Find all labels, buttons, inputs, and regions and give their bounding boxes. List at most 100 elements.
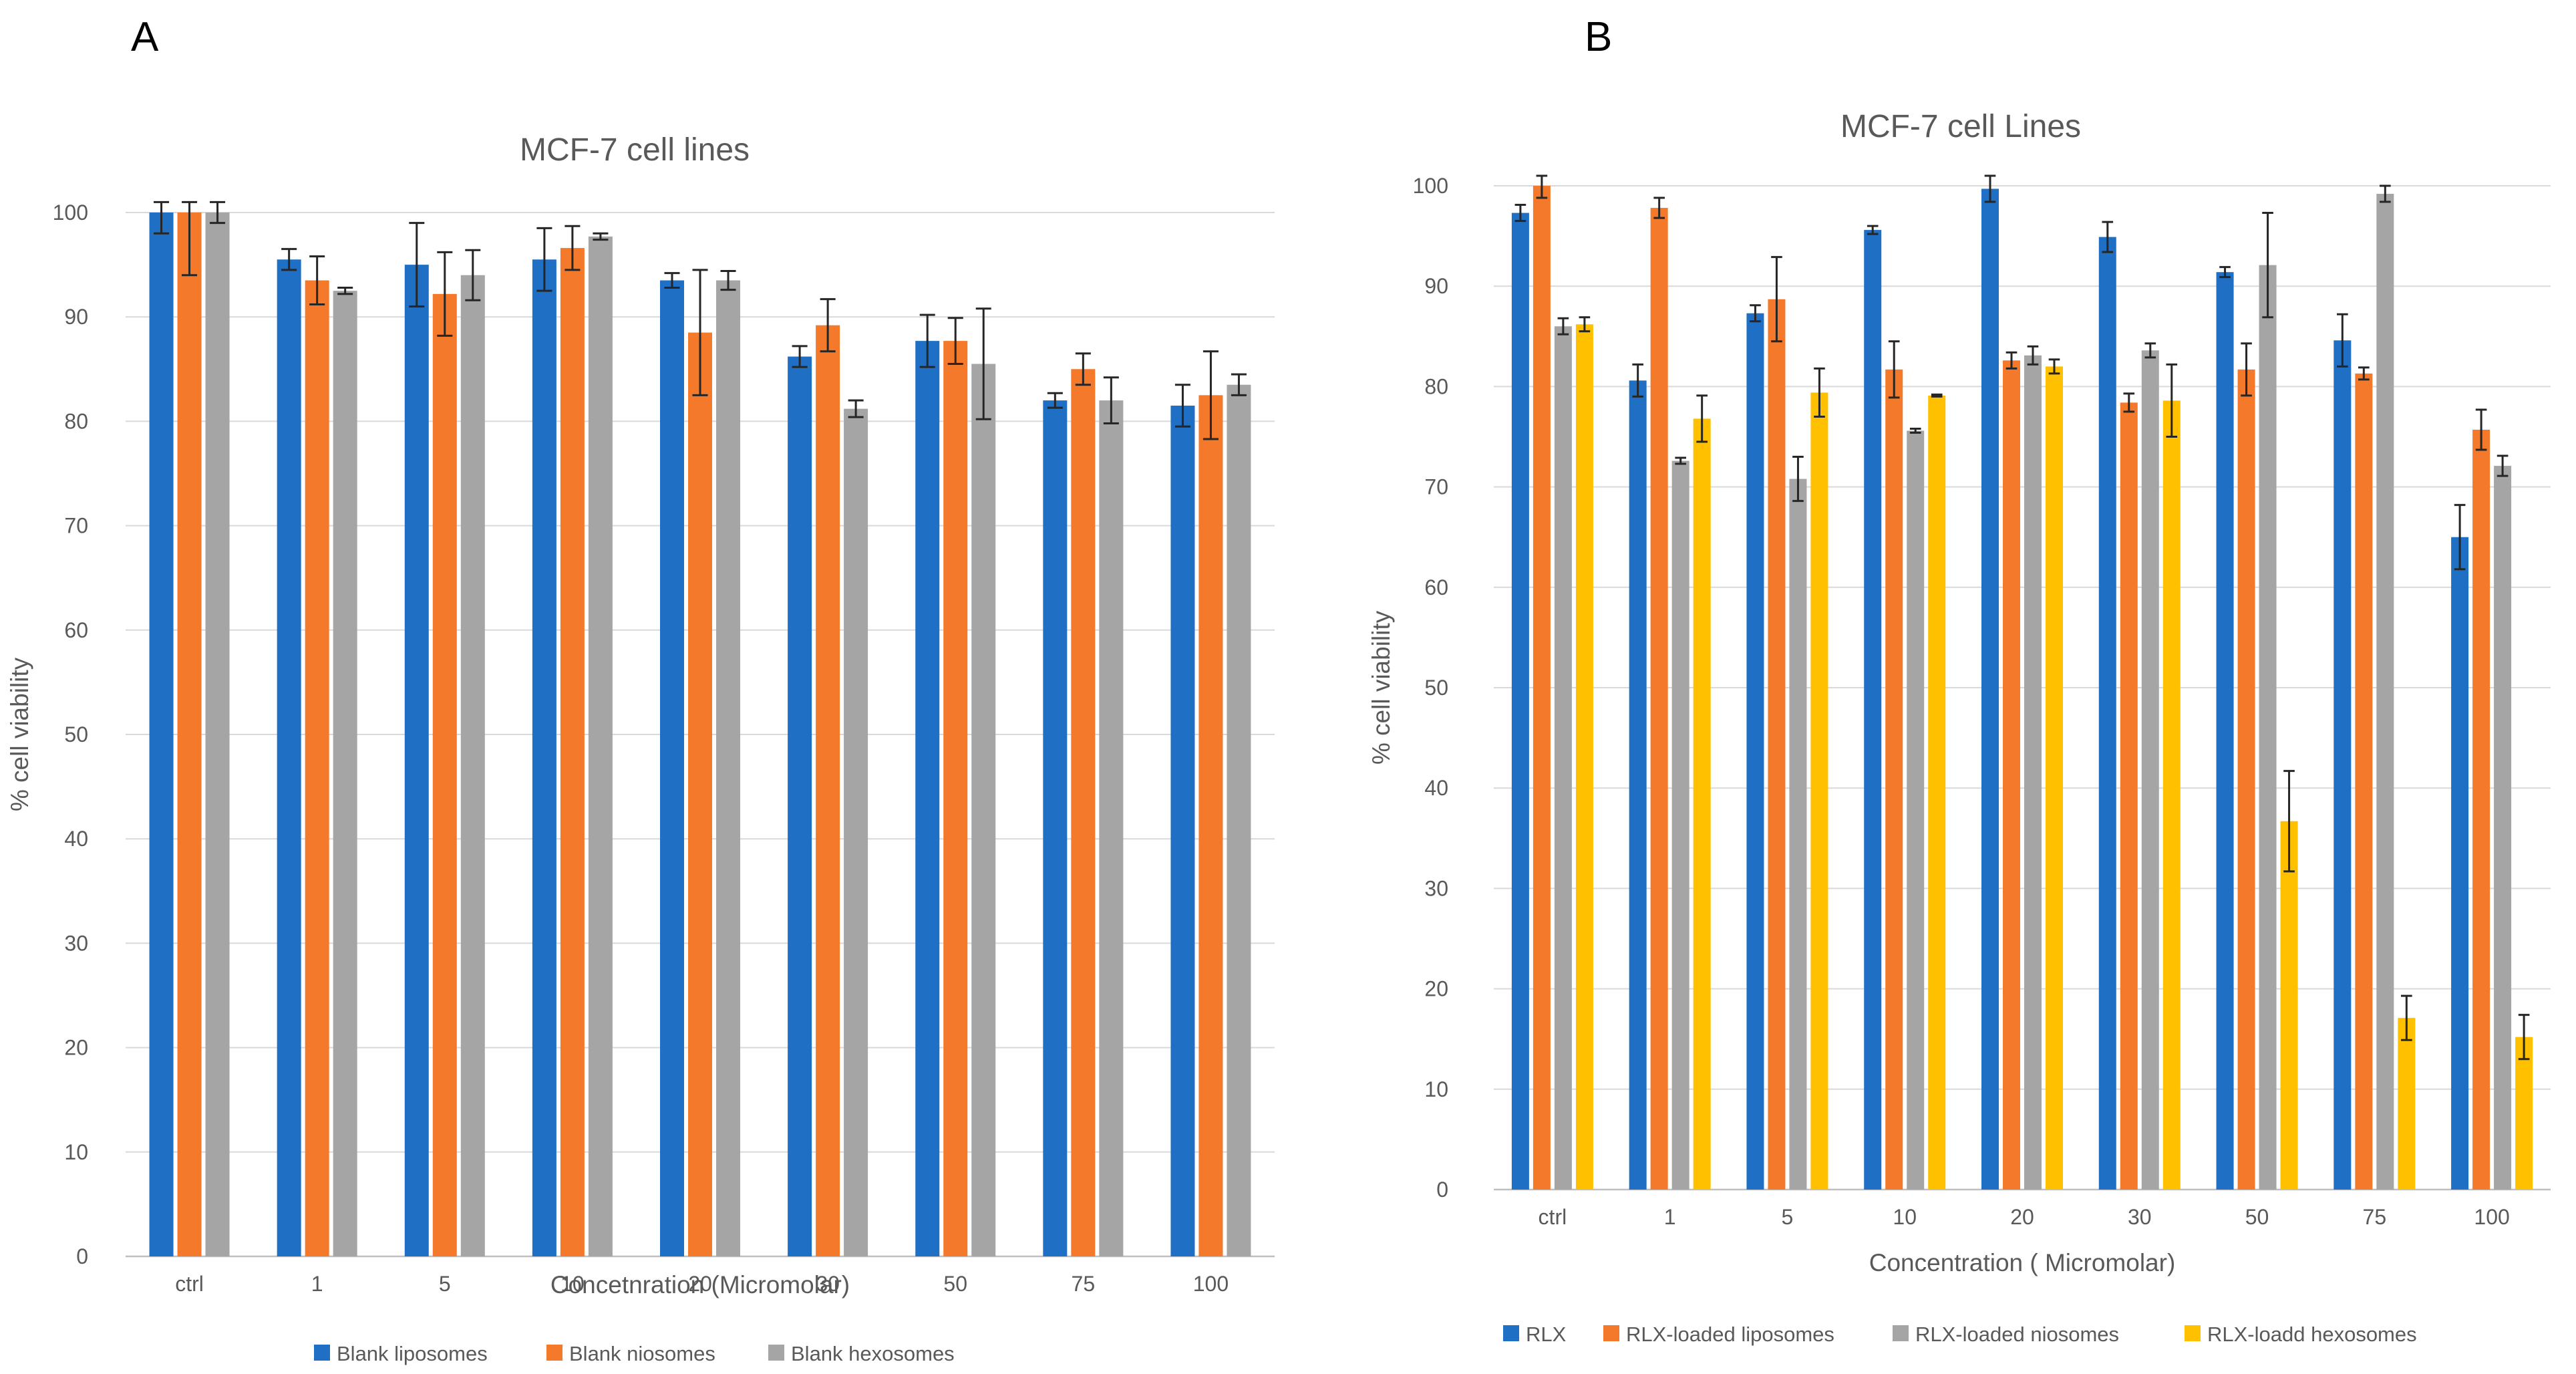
chart-b-bar: [2003, 360, 2020, 1190]
chart-b-x-tick-label: 50: [2245, 1205, 2269, 1229]
chart-a-bar: [943, 341, 968, 1257]
chart-b-bar: [2259, 265, 2277, 1190]
chart-b-legend-label: RLX-loaded liposomes: [1626, 1323, 1834, 1346]
chart-b-legend-swatch: [1503, 1325, 1519, 1341]
chart-a-error-bar: [1103, 376, 1119, 425]
chart-a-bar: [688, 332, 712, 1256]
chart-b-y-axis-label: % cell viability: [1367, 610, 1395, 765]
chart-b-legend-label: RLX-loaded niosomes: [1915, 1323, 2119, 1346]
chart-b-bar: [1671, 460, 1689, 1190]
chart-b-y-tick-label: 10: [1424, 1077, 1448, 1101]
chart-a-error-bar: [1075, 352, 1091, 386]
chart-a-y-tick-label: 20: [64, 1036, 88, 1060]
chart-b-x-tick-label: 5: [1782, 1205, 1794, 1229]
chart-a-bar: [532, 259, 556, 1256]
chart-a-error-bar: [182, 200, 198, 277]
chart-b-x-tick-label: 75: [2363, 1205, 2387, 1229]
chart-a-title: MCF-7 cell lines: [520, 132, 750, 168]
chart-b-error-bar: [1792, 456, 1804, 503]
chart-b-y-tick-label: 50: [1424, 676, 1448, 700]
chart-b-error-bar: [1909, 427, 1921, 434]
panel-b-letter: B: [1585, 14, 1613, 60]
chart-a-x-tick-label: 100: [1193, 1272, 1229, 1296]
chart-b-y-tick-label: 0: [1436, 1178, 1448, 1202]
chart-a-x-tick-label: 10: [560, 1272, 585, 1296]
chart-a-y-tick-label: 40: [64, 827, 88, 851]
chart-a-bar: [149, 213, 174, 1256]
chart-a-bar: [660, 280, 684, 1256]
chart-b-error-bar: [2337, 313, 2348, 368]
chart-b-error-bar: [1632, 363, 1643, 398]
chart-b-x-tick-label: 10: [1893, 1205, 1917, 1229]
chart-b-bar: [1554, 326, 1572, 1190]
chart-a-bar: [844, 408, 868, 1256]
chart-a-error-bar: [919, 313, 935, 368]
chart-a-error-bar: [975, 307, 991, 420]
chart-b-error-bar: [2219, 266, 2231, 279]
chart-b-error-bar: [2518, 1014, 2530, 1061]
chart-b-error-bar: [1771, 256, 1782, 343]
chart-a-bar: [716, 280, 740, 1256]
chart-b-bar: [2376, 194, 2394, 1190]
chart-b-error-bar: [1814, 367, 1825, 418]
chart-b-bar: [2098, 237, 2116, 1190]
chart-a-y-tick-label: 0: [76, 1244, 88, 1268]
chart-b-bar: [2046, 366, 2063, 1190]
chart-b-bar: [1864, 230, 1882, 1190]
chart-a-error-bar: [1047, 392, 1063, 409]
chart-b-legend-label: RLX-loadd hexosomes: [2207, 1323, 2417, 1346]
chart-a-bar: [1227, 384, 1251, 1256]
chart-b-bar: [2280, 821, 2298, 1190]
chart-b-bar: [1629, 380, 1647, 1190]
chart-a-bar: [205, 213, 230, 1256]
chart-b-bar: [2494, 466, 2512, 1190]
chart-b-error-bar: [1579, 316, 1591, 333]
chart-b-legend-swatch: [1603, 1325, 1619, 1341]
chart-a-error-bar: [281, 248, 297, 271]
chart-a-legend-swatch: [768, 1345, 784, 1361]
chart-a-error-bar: [848, 399, 864, 418]
chart-b-bar: [2515, 1037, 2533, 1190]
chart-a-bar: [915, 341, 940, 1257]
chart-b-error-bar: [1984, 174, 1996, 203]
chart-a-error-bar: [593, 232, 609, 241]
chart-b-x-tick-label: ctrl: [1539, 1205, 1567, 1229]
chart-b-error-bar: [2144, 342, 2156, 359]
chart-a-legend-swatch: [546, 1345, 562, 1361]
chart-b-y-tick-label: 20: [1424, 977, 1448, 1001]
chart-a-bar: [432, 293, 457, 1257]
chart-b-error-bar: [2123, 392, 2135, 413]
chart-a-bar: [333, 291, 357, 1256]
chart-b-error-bar: [1867, 225, 1879, 235]
chart-a-bar: [1043, 400, 1068, 1257]
chart-a-error-bar: [309, 255, 325, 305]
chart-a-bar: [277, 259, 301, 1256]
chart-b-bar: [1789, 478, 1807, 1190]
chart-b-error-bar: [2005, 351, 2018, 370]
chart-a-error-bar: [720, 269, 736, 291]
chart-b-bar: [1533, 186, 1551, 1190]
chart-b-x-tick-label: 100: [2474, 1205, 2509, 1229]
chart-a-x-tick-label: 50: [943, 1272, 967, 1296]
chart-a-legend-label: Blank niosomes: [569, 1342, 715, 1365]
chart-b-bar: [2162, 400, 2181, 1190]
chart-b-legend-swatch: [2185, 1325, 2201, 1341]
panel-a-letter: A: [131, 14, 159, 60]
chart-b-error-bar: [1514, 204, 1526, 223]
chart-a-y-tick-label: 50: [64, 722, 88, 746]
chart-b-error-bar: [2241, 342, 2252, 397]
chart-a-y-tick-label: 70: [64, 514, 88, 538]
chart-b-error-bar: [2262, 212, 2273, 319]
chart-b-error-bar: [1557, 317, 1569, 335]
chart-a-x-tick-label: 5: [439, 1272, 451, 1296]
chart-b-bar: [1650, 208, 1668, 1190]
chart-b-x-tick-label: 30: [2128, 1205, 2152, 1229]
chart-a-x-axis-label: Concetnration (Micromolar): [550, 1271, 850, 1298]
chart-b-bar: [2333, 340, 2352, 1190]
chart-a-y-tick-label: 30: [64, 931, 88, 955]
chart-a-x-tick-label: 30: [816, 1272, 840, 1296]
chart-b-error-bar: [1750, 304, 1761, 323]
chart-b-x-tick-label: 1: [1664, 1205, 1676, 1229]
chart-b-y-tick-label: 70: [1424, 475, 1448, 499]
chart-a-error-bar: [1202, 350, 1219, 440]
